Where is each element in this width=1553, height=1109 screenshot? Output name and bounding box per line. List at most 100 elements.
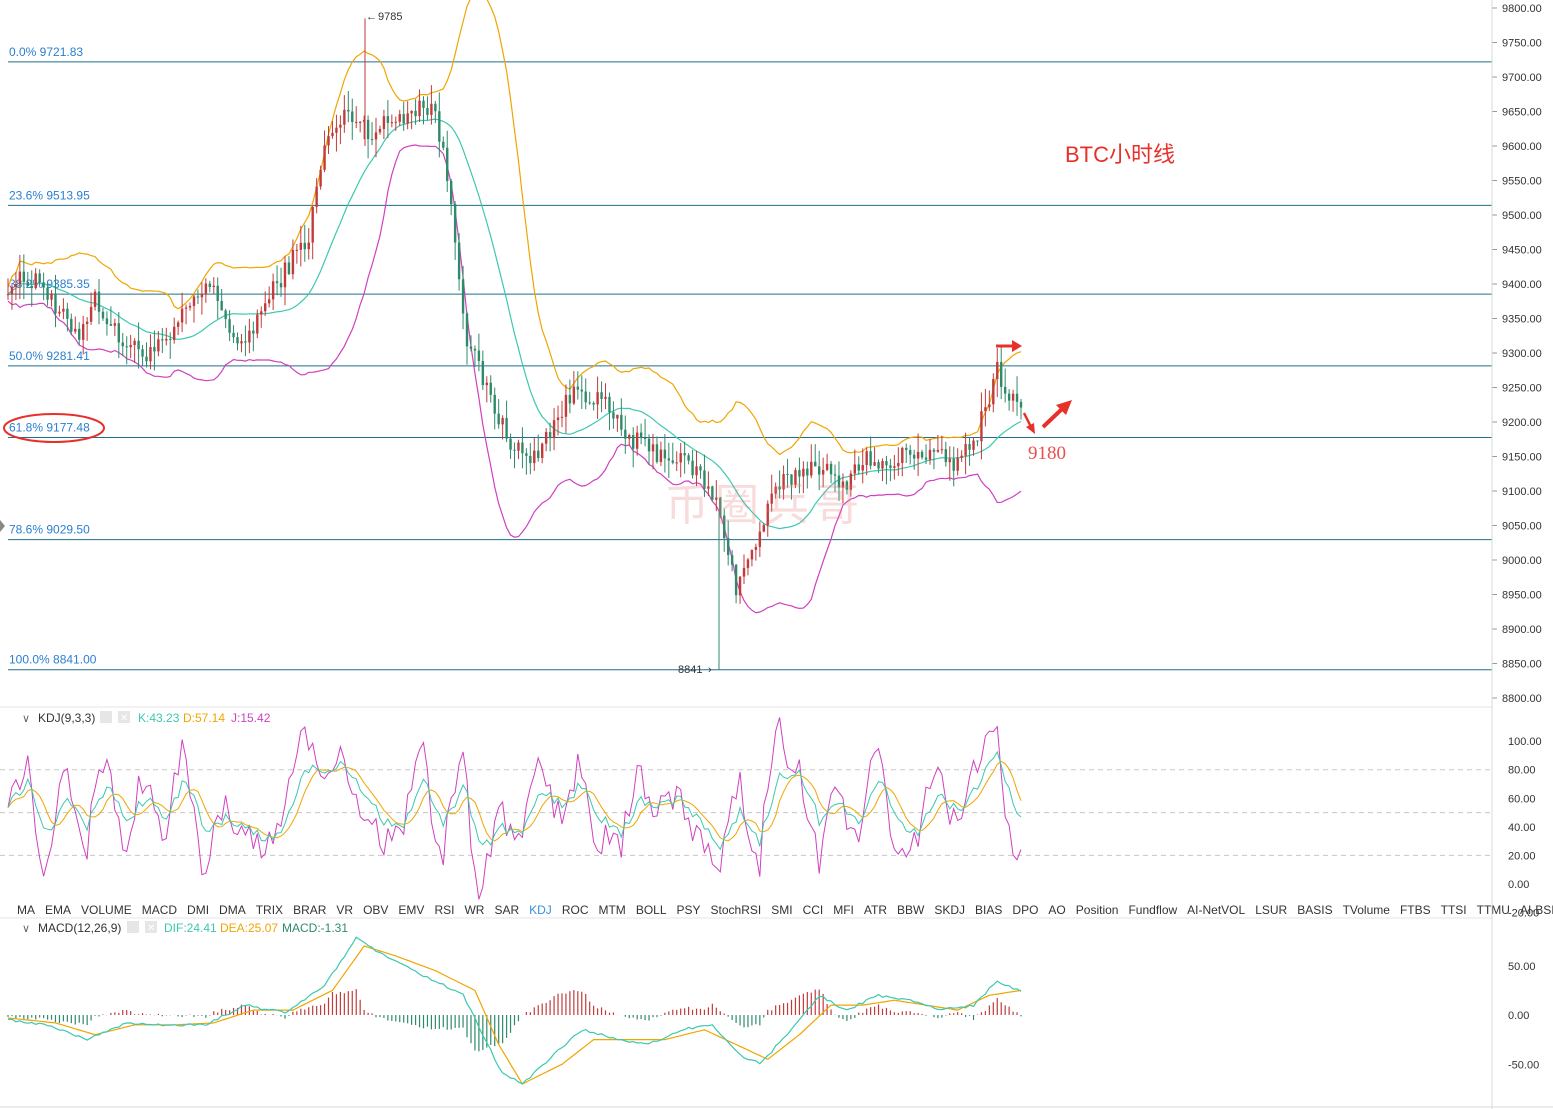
candle-body [172,326,176,340]
indicator-tab-trix[interactable]: TRIX [256,903,283,917]
candle-body [378,128,382,133]
candle-body [101,311,105,319]
candle-body [457,242,461,280]
indicator-tab-bbw[interactable]: BBW [897,903,925,917]
candle-body [149,347,152,362]
kdj-tick-label: 100.00 [1508,736,1542,748]
indicator-tab-vr[interactable]: VR [336,903,353,917]
candle-body [956,457,959,471]
candle-body [422,100,425,108]
candle-body [671,460,674,463]
candle-body [319,169,322,187]
candle-body [34,273,37,289]
indicator-tab-skdj[interactable]: SKDJ [934,903,965,917]
macd-collapse-icon[interactable]: ∨ [22,923,30,935]
indicator-tab-ma[interactable]: MA [17,903,35,917]
indicator-tab-ai-bsi[interactable]: AI-BSI [1520,903,1553,917]
indicator-tab-fundflow[interactable]: Fundflow [1128,903,1177,917]
candle-body [208,283,212,288]
indicator-tab-atr[interactable]: ATR [864,903,887,917]
candle-body [643,438,647,440]
fibonacci-levels: 0.0% 9721.83 23.6% 9513.95 38.2% 9385.35 50… [8,45,1492,671]
candle-body [74,328,77,332]
candle-body [477,350,481,361]
macd-header[interactable]: ∨ MACD(12,26,9) ✕ DIF:24.41 DEA:25.07 MA… [22,921,348,935]
indicator-tab-emv[interactable]: EMV [398,903,424,917]
indicator-tab-kdj[interactable]: KDJ [529,903,552,917]
indicator-tab-ai-netvol[interactable]: AI-NetVOL [1187,903,1245,917]
indicator-tab-stochrsi[interactable]: StochRSI [711,903,762,917]
price-panel[interactable]: 0.0% 9721.83 23.6% 9513.95 38.2% 9385.35 50… [6,0,1492,671]
macd-settings-icon[interactable] [127,921,139,933]
kdj-collapse-icon[interactable]: ∨ [22,713,30,725]
candle-body [806,468,809,476]
indicator-tab-ftbs[interactable]: FTBS [1400,903,1431,917]
kdj-tick-label: -20.00 [1508,908,1539,920]
indicator-tab-ttmu[interactable]: TTMU [1477,903,1510,917]
indicator-tab-tvolume[interactable]: TVolume [1343,903,1391,917]
indicator-tab-smi[interactable]: SMI [771,903,792,917]
candle-body [968,444,971,450]
indicator-tab-bar[interactable]: MA EMA VOLUME MACD DMI DMA TRIX BRAR VR OBV EMV RSI… [17,903,1553,917]
indicator-tab-obv[interactable]: OBV [363,903,388,917]
indicator-tab-sar[interactable]: SAR [494,903,519,917]
indicator-tab-cci[interactable]: CCI [803,903,824,917]
indicator-tab-psy[interactable]: PSY [677,903,701,917]
candle-body [996,361,999,380]
indicator-tab-position[interactable]: Position [1076,903,1119,917]
candle-body [442,141,445,148]
candle-body [730,555,734,565]
candle-body [897,462,900,467]
indicator-tab-dma[interactable]: DMA [219,903,246,917]
indicator-tab-rsi[interactable]: RSI [434,903,454,917]
indicator-tab-volume[interactable]: VOLUME [81,903,132,917]
indicator-tab-boll[interactable]: BOLL [636,903,667,917]
indicator-tab-macd[interactable]: MACD [142,903,178,917]
collapse-handle-icon[interactable] [0,520,5,532]
kdj-close-icon[interactable] [118,711,130,723]
indicator-tab-brar[interactable]: BRAR [293,903,327,917]
candle-body [548,432,552,439]
macd-close-icon[interactable] [145,921,157,933]
candle-body [109,324,113,326]
candle-body [54,293,57,314]
indicator-tab-mtm[interactable]: MTM [598,903,625,917]
candle-body [766,503,769,526]
macd-tick-label: -50.00 [1508,1059,1539,1071]
indicator-tab-ema[interactable]: EMA [45,903,71,917]
candle-body [845,481,849,490]
kdj-settings-icon[interactable] [100,711,112,723]
candle-body [612,412,615,419]
indicator-tab-ao[interactable]: AO [1048,903,1065,917]
price-tick-label: 9100.00 [1502,486,1542,498]
candle-body [355,121,358,123]
candle-body [802,468,805,477]
indicator-tab-basis[interactable]: BASIS [1297,903,1332,917]
candle-body [544,432,548,444]
kdj-d-value: D:57.14 [183,711,225,725]
indicator-tab-dmi[interactable]: DMI [187,903,209,917]
boll-lower-line [7,144,1022,614]
chart-title: BTC小时线 [1065,142,1175,167]
candle-body [418,100,421,117]
indicator-tab-dpo[interactable]: DPO [1012,903,1038,917]
candle-body [446,147,449,181]
indicator-tab-mfi[interactable]: MFI [833,903,854,917]
candle-body [901,447,904,463]
candle-body [687,455,690,461]
indicator-tab-bias[interactable]: BIAS [975,903,1002,917]
kdj-j-line [7,717,1022,900]
price-tick-label: 9200.00 [1502,417,1542,429]
candle-body [814,461,817,467]
macd-close-x: ✕ [147,923,155,934]
indicator-tab-lsur[interactable]: LSUR [1255,903,1287,917]
indicator-tab-ttsi[interactable]: TTSI [1441,903,1467,917]
indicator-tab-roc[interactable]: ROC [562,903,589,917]
indicator-tab-wr[interactable]: WR [464,903,484,917]
candle-body [572,386,576,404]
price-axis[interactable]: 9800.00 9750.00 9700.00 9650.00 9600.00 9550.… [1492,3,1542,705]
candle-body [85,321,89,325]
price-tick-label: 9050.00 [1502,521,1542,533]
price-tick-label: 9550.00 [1502,176,1542,188]
kdj-header[interactable]: ∨ KDJ(9,3,3) ✕ K:43.23 D:57.14 J:15.42 [22,711,271,725]
